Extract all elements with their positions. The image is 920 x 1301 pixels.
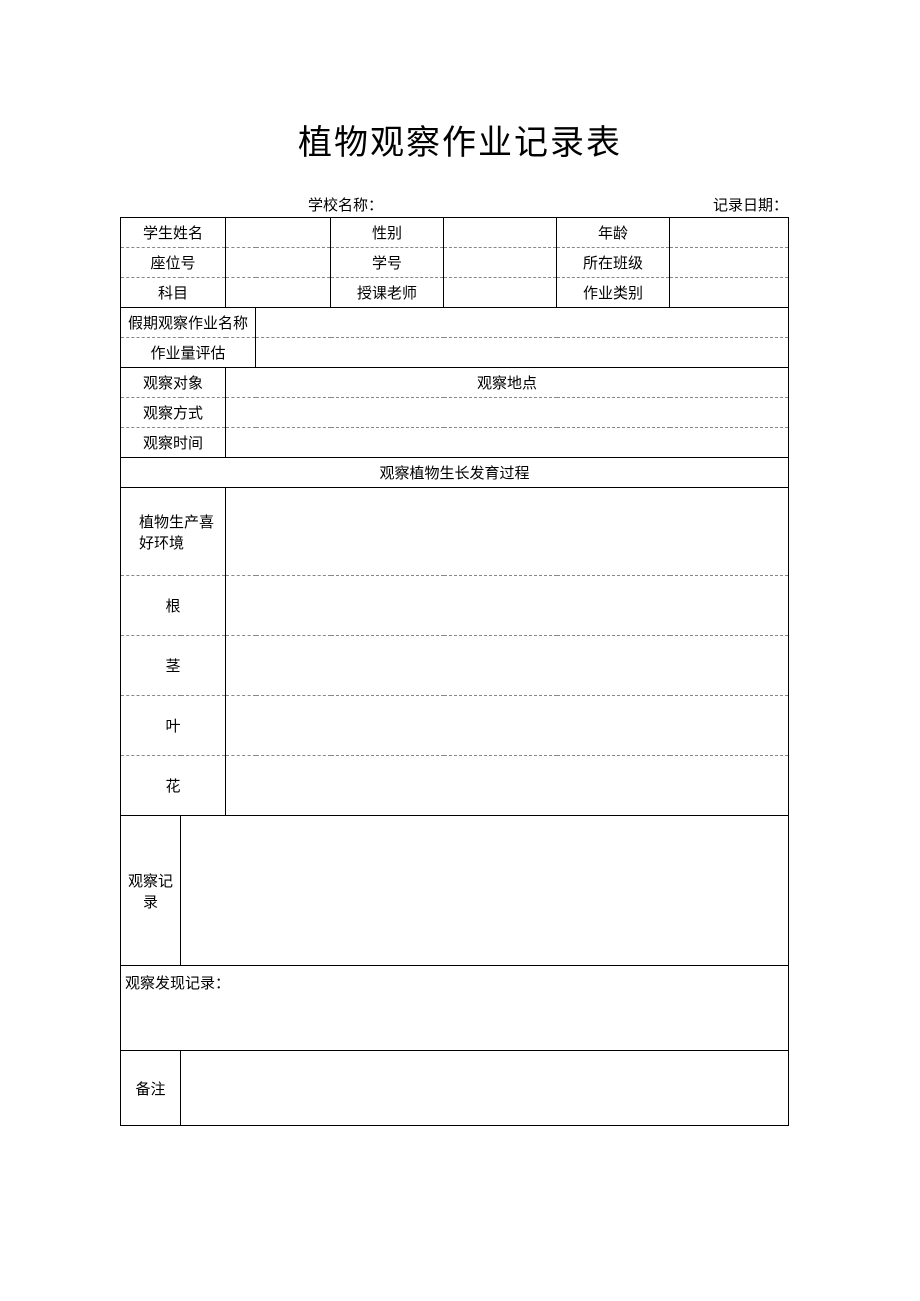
observe-record-label: 观察记录 xyxy=(121,816,181,966)
notes-value xyxy=(181,1051,789,1126)
observation-table: 学生姓名 性别 年龄 座位号 学号 所在班级 科目 授课老师 作业类别 假期观察… xyxy=(120,217,789,1126)
notes-label: 备注 xyxy=(121,1051,181,1126)
growth-process-label: 观察植物生长发育过程 xyxy=(121,458,789,488)
stem-value xyxy=(226,636,789,696)
table-row: 备注 xyxy=(121,1051,789,1126)
observe-record-value xyxy=(181,816,789,966)
observe-method-value xyxy=(226,398,789,428)
student-name-label: 学生姓名 xyxy=(121,218,226,248)
table-row: 叶 xyxy=(121,696,789,756)
class-label: 所在班级 xyxy=(557,248,670,278)
workload-label: 作业量评估 xyxy=(121,338,256,368)
env-value xyxy=(226,488,789,576)
student-id-label: 学号 xyxy=(331,248,444,278)
subject-label: 科目 xyxy=(121,278,226,308)
leaf-value xyxy=(226,696,789,756)
table-row: 座位号 学号 所在班级 xyxy=(121,248,789,278)
env-label: 植物生产喜好环境 xyxy=(121,488,226,576)
table-row: 观察植物生长发育过程 xyxy=(121,458,789,488)
document-title: 植物观察作业记录表 xyxy=(0,115,920,164)
work-type-value xyxy=(670,278,789,308)
gender-label: 性别 xyxy=(331,218,444,248)
age-label: 年龄 xyxy=(557,218,670,248)
table-row: 观察发现记录： xyxy=(121,966,789,1051)
table-row: 花 xyxy=(121,756,789,816)
flower-value xyxy=(226,756,789,816)
header-line: 学校名称： 记录日期： xyxy=(120,194,788,215)
findings-label: 观察发现记录： xyxy=(121,966,789,1051)
school-name-label: 学校名称： xyxy=(308,194,383,215)
root-value xyxy=(226,576,789,636)
table-row: 根 xyxy=(121,576,789,636)
observe-target-label: 观察对象 xyxy=(121,368,226,398)
root-label: 根 xyxy=(121,576,226,636)
holiday-work-label: 假期观察作业名称 xyxy=(121,308,256,338)
table-row: 观察对象 观察地点 xyxy=(121,368,789,398)
observe-time-label: 观察时间 xyxy=(121,428,226,458)
work-type-label: 作业类别 xyxy=(557,278,670,308)
holiday-work-value xyxy=(256,308,789,338)
table-row: 观察时间 xyxy=(121,428,789,458)
table-row: 学生姓名 性别 年龄 xyxy=(121,218,789,248)
subject-value xyxy=(226,278,331,308)
student-name-value xyxy=(226,218,331,248)
observe-time-value xyxy=(226,428,789,458)
observe-location-label: 观察地点 xyxy=(226,368,789,398)
table-row: 假期观察作业名称 xyxy=(121,308,789,338)
teacher-value xyxy=(444,278,557,308)
gender-value xyxy=(444,218,557,248)
observe-method-label: 观察方式 xyxy=(121,398,226,428)
table-row: 观察方式 xyxy=(121,398,789,428)
record-date-label: 记录日期： xyxy=(713,194,788,215)
table-row: 科目 授课老师 作业类别 xyxy=(121,278,789,308)
table-row: 植物生产喜好环境 xyxy=(121,488,789,576)
table-row: 作业量评估 xyxy=(121,338,789,368)
seat-label: 座位号 xyxy=(121,248,226,278)
age-value xyxy=(670,218,789,248)
teacher-label: 授课老师 xyxy=(331,278,444,308)
flower-label: 花 xyxy=(121,756,226,816)
workload-value xyxy=(256,338,789,368)
seat-value xyxy=(226,248,331,278)
leaf-label: 叶 xyxy=(121,696,226,756)
stem-label: 茎 xyxy=(121,636,226,696)
student-id-value xyxy=(444,248,557,278)
class-value xyxy=(670,248,789,278)
table-row: 观察记录 xyxy=(121,816,789,966)
table-row: 茎 xyxy=(121,636,789,696)
